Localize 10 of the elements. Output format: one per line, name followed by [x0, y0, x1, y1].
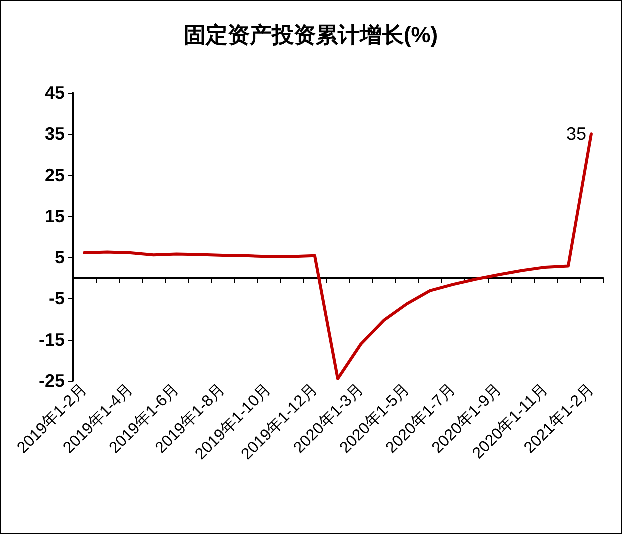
y-tick-label: 45 — [44, 83, 65, 103]
y-tick-label: 35 — [44, 124, 65, 144]
y-tick-label: 25 — [44, 165, 65, 186]
y-tick-label: -5 — [48, 288, 65, 309]
y-tick-label: 15 — [44, 206, 65, 226]
chart-title: 固定资产投资累计增长(%) — [184, 22, 438, 48]
y-tick-label: -15 — [38, 330, 65, 350]
y-tick-label: -25 — [38, 371, 65, 391]
y-tick-label: 5 — [54, 248, 65, 268]
data-label: 35 — [566, 124, 586, 144]
